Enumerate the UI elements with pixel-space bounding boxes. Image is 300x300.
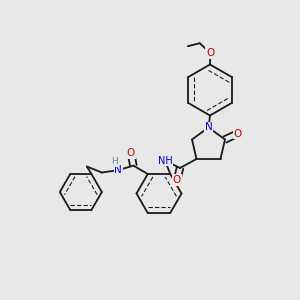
Text: H: H [111,157,118,166]
Text: O: O [173,175,181,185]
Text: O: O [127,148,135,158]
Text: N: N [205,122,212,133]
Text: O: O [206,48,214,58]
Text: NH: NH [158,155,172,166]
Text: N: N [115,165,122,175]
Text: O: O [233,128,242,139]
